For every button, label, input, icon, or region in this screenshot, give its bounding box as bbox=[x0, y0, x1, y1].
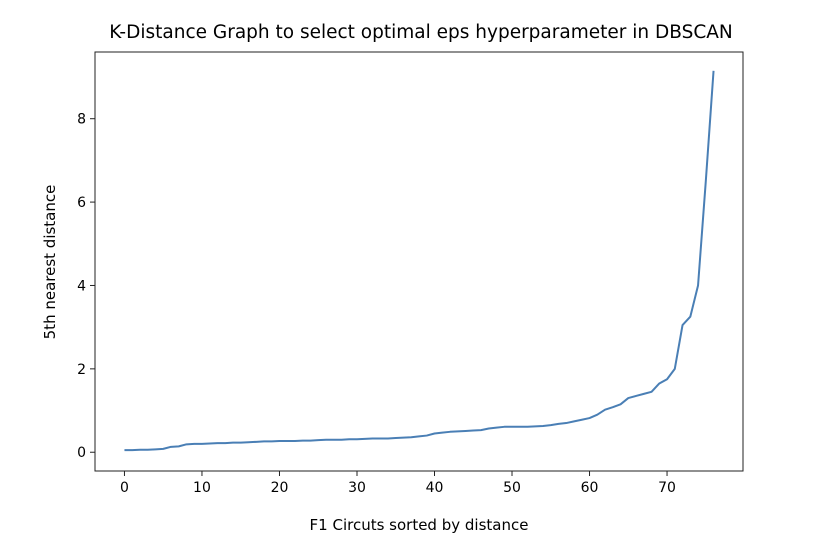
y-axis-label: 5th nearest distance bbox=[41, 185, 59, 340]
x-tick-label: 40 bbox=[426, 480, 444, 496]
chart-title: K-Distance Graph to select optimal eps h… bbox=[109, 22, 733, 43]
plot-area bbox=[124, 70, 715, 452]
x-tick-label: 50 bbox=[503, 480, 521, 496]
axes-frame bbox=[94, 51, 744, 472]
y-tick-label: 4 bbox=[77, 278, 86, 294]
x-axis-label: F1 Circuts sorted by distance bbox=[310, 516, 529, 534]
x-tick-label: 70 bbox=[658, 480, 676, 496]
series-line-0 bbox=[124, 70, 715, 452]
x-tick-label: 10 bbox=[193, 480, 211, 496]
y-tick-label: 2 bbox=[77, 362, 86, 378]
x-tick-label: 0 bbox=[120, 480, 129, 496]
y-axis: 0 2 4 6 8 bbox=[77, 112, 95, 461]
x-tick-label: 30 bbox=[348, 480, 366, 496]
y-tick-label: 0 bbox=[77, 445, 86, 461]
x-axis: 0 10 20 30 40 50 60 70 bbox=[120, 471, 676, 496]
x-tick-label: 20 bbox=[271, 480, 289, 496]
y-tick-label: 8 bbox=[77, 112, 86, 128]
y-tick-label: 6 bbox=[77, 195, 86, 211]
x-tick-label: 60 bbox=[581, 480, 599, 496]
